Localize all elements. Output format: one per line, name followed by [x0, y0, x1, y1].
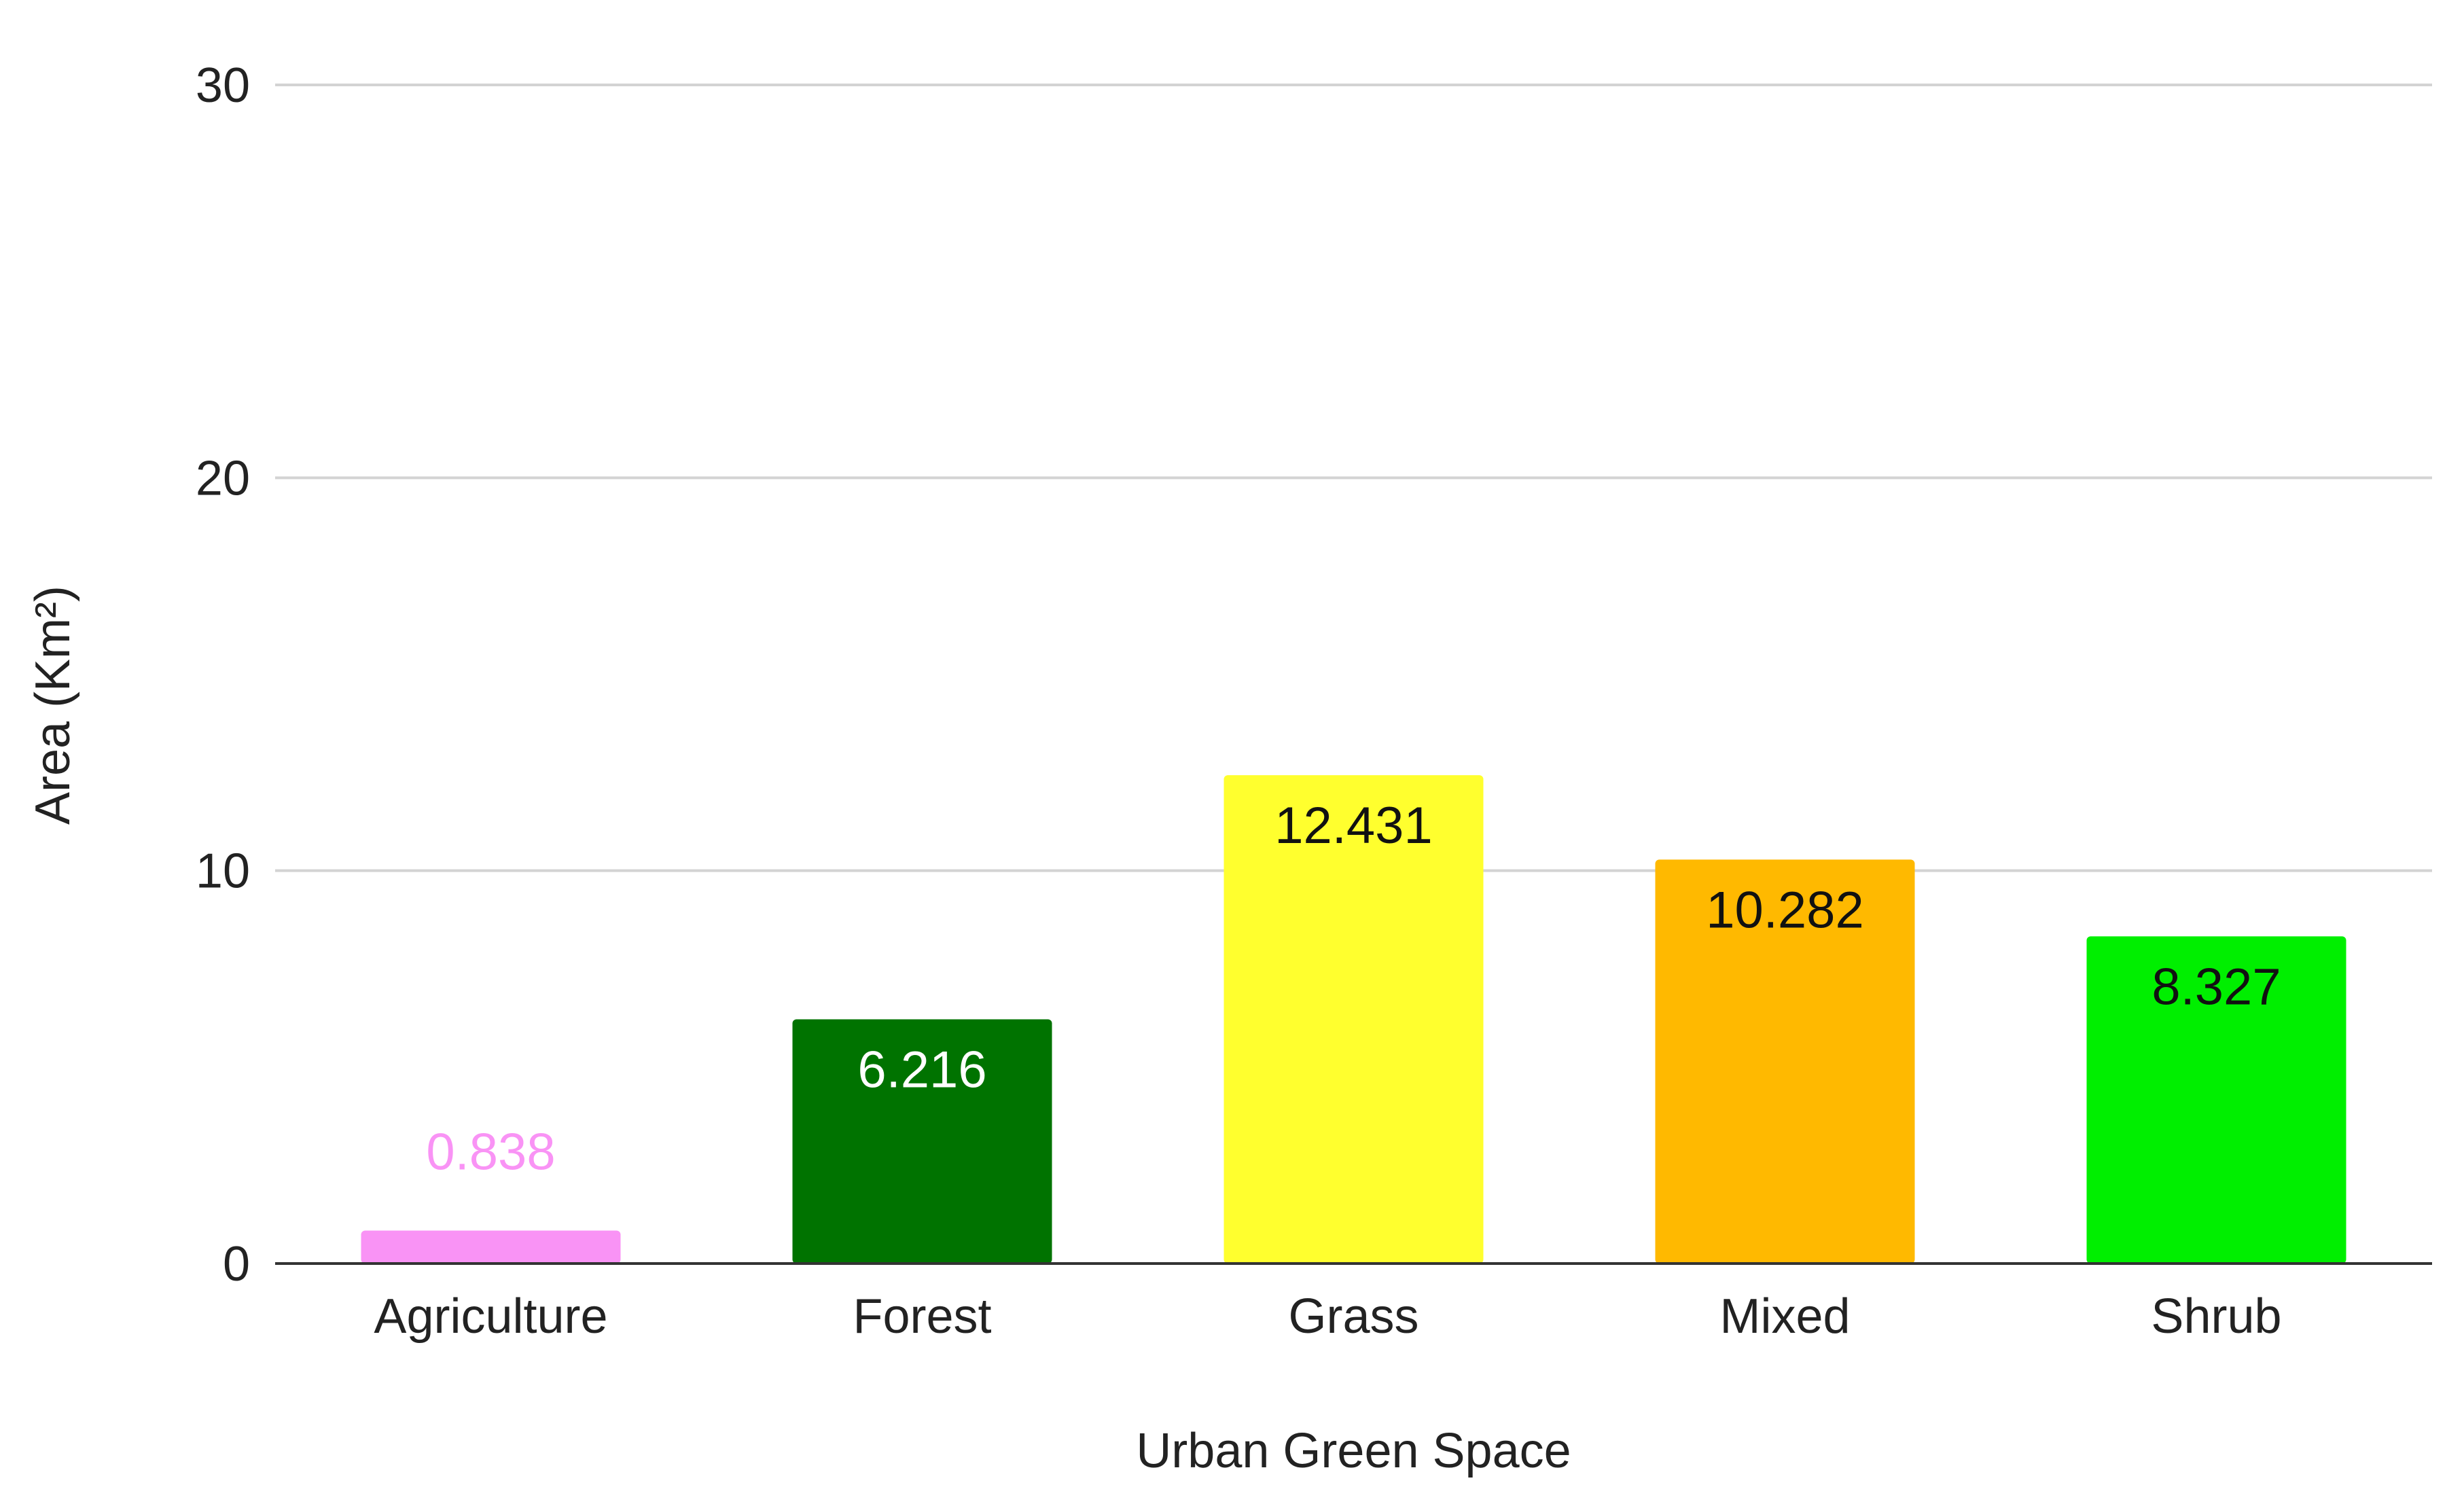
x-tick-label-forest: Forest — [853, 1289, 991, 1344]
y-tick-label: 10 — [196, 844, 250, 899]
data-label-forest: 6.216 — [857, 1041, 986, 1099]
y-tick-label: 30 — [196, 58, 250, 113]
bars — [361, 775, 2346, 1264]
y-axis-tick-labels: 0 10 20 30 — [196, 58, 250, 1291]
bar-shrub — [2086, 936, 2346, 1264]
data-label-agriculture: 0.838 — [426, 1124, 555, 1181]
data-labels: 0.838 6.216 12.431 10.282 8.327 — [426, 797, 2281, 1181]
y-tick-label: 20 — [196, 451, 250, 505]
data-label-mixed: 10.282 — [1706, 881, 1863, 939]
data-label-shrub: 8.327 — [2151, 958, 2281, 1016]
x-tick-label-shrub: Shrub — [2151, 1289, 2281, 1344]
x-tick-label-agriculture: Agriculture — [374, 1289, 607, 1344]
bar-grass — [1224, 775, 1484, 1264]
bar-mixed — [1655, 859, 1915, 1264]
y-tick-label: 0 — [223, 1237, 250, 1291]
bar-forest — [792, 1019, 1052, 1264]
x-tick-label-grass: Grass — [1288, 1289, 1418, 1344]
gridlines — [275, 84, 2432, 872]
data-label-grass: 12.431 — [1274, 797, 1432, 855]
x-axis-title: Urban Green Space — [1136, 1424, 1571, 1478]
y-axis-title: Area (Km²) — [26, 586, 80, 825]
x-tick-label-mixed: Mixed — [1719, 1289, 1850, 1344]
bar-agriculture — [361, 1230, 621, 1264]
x-axis-tick-labels: Agriculture Forest Grass Mixed Shrub — [374, 1289, 2281, 1344]
